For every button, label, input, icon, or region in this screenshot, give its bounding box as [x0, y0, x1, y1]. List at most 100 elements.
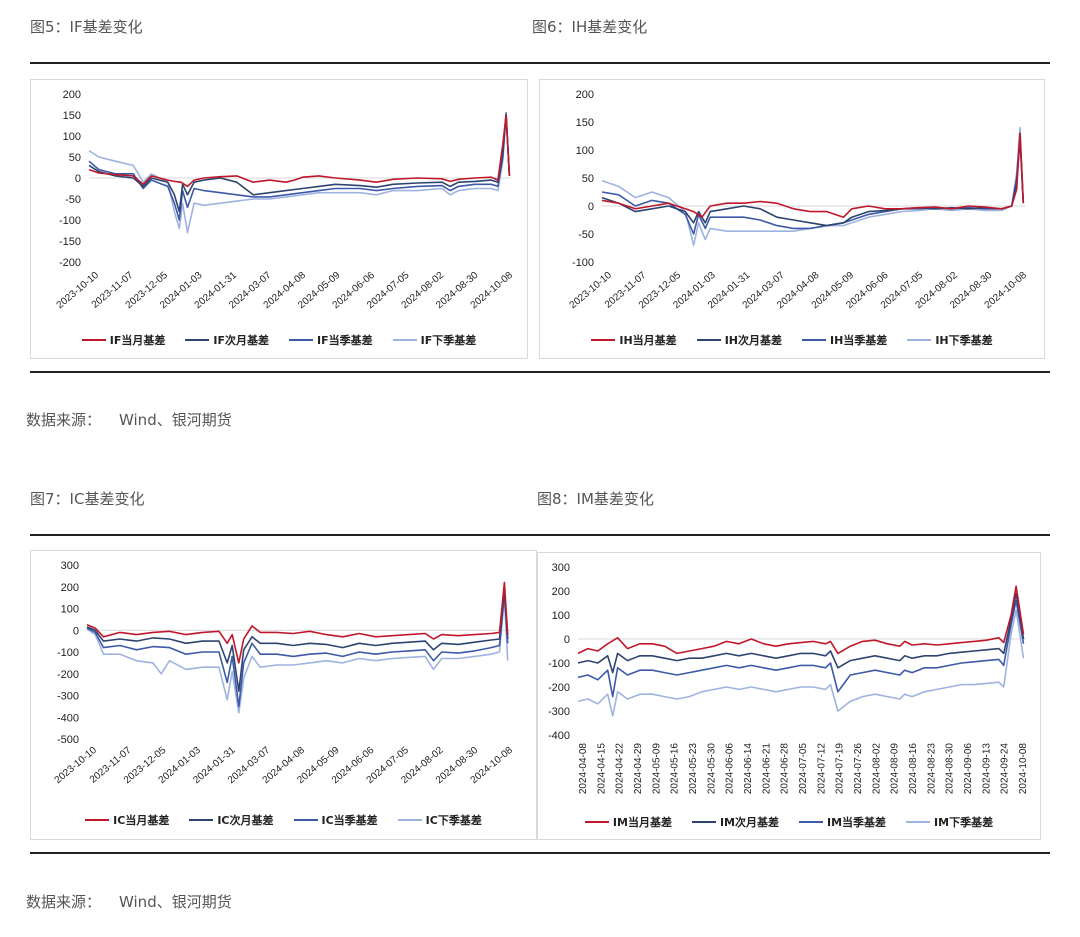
bottom-rule-2	[30, 852, 1050, 854]
legend-label: IM次月基差	[719, 816, 779, 829]
x-tick-label: 2024-08-30	[945, 743, 956, 795]
x-tick-label: 2024-08-16	[908, 743, 919, 795]
x-tick-label: 2024-08-09	[890, 743, 901, 795]
y-tick-label: 100	[552, 610, 570, 622]
series-line-if-1	[88, 114, 511, 213]
chart-panel-ih: 200 150 100 50 0 -50 -100 2023-10-10 2023-11-07 2…	[539, 79, 1045, 359]
legend-label: IC下季基差	[425, 814, 482, 827]
x-tick-label: 2024-07-05	[798, 743, 809, 795]
legend-label: IH下季基差	[935, 334, 993, 347]
y-tick-label: 0	[588, 201, 594, 213]
x-tick-label: 2024-07-26	[853, 743, 864, 795]
legend-item: IC下季基差	[397, 812, 482, 828]
series-line-ic-0	[86, 581, 509, 664]
legend-item: IH次月基差	[696, 332, 782, 348]
series-line-ic-1	[86, 588, 509, 692]
x-tick-label: 2024-09-24	[1000, 743, 1011, 795]
x-tick-label: 2024-06-06	[725, 743, 736, 795]
chart-panel-im: 300 200 100 0 -100 -200 -300 -400 2024-04-08 2024…	[537, 552, 1041, 840]
series-line-ih-0	[601, 132, 1025, 218]
legend-label: IC次月基差	[217, 814, 274, 827]
legend-label: IM当月基差	[612, 816, 672, 829]
y-tick-label: 300	[552, 562, 570, 574]
y-tick-label: -300	[57, 691, 79, 703]
legend-item: IM当月基差	[584, 814, 672, 830]
x-tick-label: 2024-08-02	[871, 743, 882, 795]
y-tick-label: -200	[548, 682, 570, 694]
legend-label: IM当季基差	[827, 816, 887, 829]
x-tick-label: 2024-05-30	[706, 743, 717, 795]
top-rule-2	[30, 371, 1050, 373]
x-tick-label: 2024-05-09	[651, 743, 662, 795]
y-tick-label: -50	[65, 194, 81, 206]
x-tick-label: 2024-04-08	[578, 743, 589, 795]
y-tick-label: 0	[75, 173, 81, 185]
legend-item: IH当季基差	[802, 332, 887, 348]
x-tick-label: 2024-06-14	[743, 743, 754, 795]
x-tick-label: 2024-07-19	[835, 743, 846, 795]
legend-item: IH下季基差	[907, 332, 993, 348]
legend-label: IF下季基差	[420, 334, 477, 347]
y-tick-label: 50	[582, 173, 594, 185]
x-tick-label: 2024-06-28	[780, 743, 791, 795]
chart-panel-if: 200 150 100 50 0 -50 -100 -150 -200 2023-10-10 202…	[30, 79, 528, 359]
y-tick-label: 0	[73, 625, 79, 637]
legend-ic: IC当月基差 IC次月基差 IC当季基差 IC下季基差	[31, 812, 536, 828]
source-bottom: 数据来源： Wind、银河期货	[26, 891, 232, 912]
legend-item: IF下季基差	[392, 332, 477, 348]
source-top: 数据来源： Wind、银河期货	[26, 409, 232, 430]
y-tick-label: 0	[564, 634, 570, 646]
chart-ic: 3002001000-100-200-300-400-5002023-10-10…	[53, 560, 516, 786]
source-label: 数据来源：	[26, 411, 102, 429]
y-tick-label: -150	[59, 236, 81, 248]
y-tick-label: -100	[57, 647, 79, 659]
legend-label: IC当月基差	[113, 814, 170, 827]
legend-label: IC当季基差	[321, 814, 378, 827]
y-tick-label: -100	[59, 215, 81, 227]
y-tick-label: 200	[576, 89, 594, 101]
legend-item: IH当月基差	[591, 332, 677, 348]
y-tick-label: 50	[69, 152, 81, 164]
top-rule-1	[30, 62, 1050, 64]
x-tick-label: 2024-04-22	[615, 743, 626, 795]
legend-im: IM当月基差 IM次月基差 IM当季基差 IM下季基差	[538, 814, 1040, 830]
legend-label: IH次月基差	[724, 334, 782, 347]
series-line-if-2	[88, 112, 511, 221]
x-tick-label: 2024-04-15	[596, 743, 607, 795]
legend-item: IM当季基差	[799, 814, 886, 830]
legend-item: IM下季基差	[906, 814, 993, 830]
y-tick-label: -500	[57, 734, 79, 746]
x-tick-label: 2024-09-13	[981, 743, 992, 795]
series-line-ic-3	[86, 596, 509, 714]
y-tick-label: 150	[63, 110, 81, 122]
chart-panel-ic: 300 200 100 0 -100 -200 -300 -400 -500 2023-10-10…	[30, 550, 537, 840]
source-value: Wind、银河期货	[119, 893, 232, 911]
legend-item: IF次月基差	[185, 332, 269, 348]
series-line-im-1	[577, 592, 1025, 674]
x-tick-label: 2024-08-23	[926, 743, 937, 795]
legend-if: IF当月基差 IF次月基差 IF当季基差 IF下季基差	[31, 332, 527, 348]
y-tick-label: -200	[59, 257, 81, 269]
legend-item: IF当月基差	[81, 332, 165, 348]
series-line-if-3	[88, 114, 511, 234]
legend-item: IC当月基差	[85, 812, 169, 828]
source-value: Wind、银河期货	[119, 411, 232, 429]
x-tick-label: 2024-07-12	[816, 743, 827, 795]
legend-item: IC当季基差	[293, 812, 378, 828]
legend-label: IH当季基差	[830, 334, 888, 347]
series-line-ih-1	[601, 138, 1025, 227]
series-line-ic-2	[86, 592, 509, 708]
legend-label: IF当季基差	[317, 334, 373, 347]
x-tick-label: 2024-04-29	[633, 743, 644, 795]
x-tick-label: 2024-05-16	[670, 743, 681, 795]
fig5-title: 图5：IF基差变化	[30, 18, 143, 36]
legend-item: IM次月基差	[691, 814, 779, 830]
y-tick-label: -400	[548, 730, 570, 742]
chart-if: 200150100500-50-100-150-2002023-10-10202…	[55, 89, 516, 311]
series-line-im-3	[577, 609, 1025, 717]
x-tick-label: 2024-10-08	[1018, 743, 1029, 795]
legend-label: IF次月基差	[213, 334, 269, 347]
y-tick-label: 300	[61, 560, 79, 572]
y-tick-label: 100	[576, 145, 594, 157]
y-tick-label: -50	[578, 229, 594, 241]
